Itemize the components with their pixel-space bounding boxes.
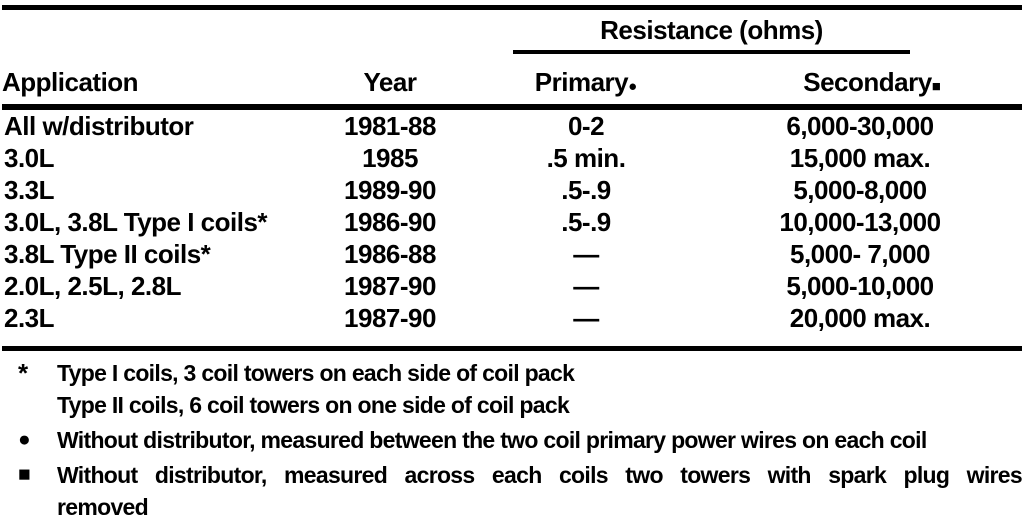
secondary-cell: 15,000 max.	[789, 143, 931, 173]
table-row: 3.0L 1985 .5 min. 15,000 max.	[2, 142, 1022, 174]
column-header-row: Application Year Primary● Secondary■	[2, 54, 1022, 110]
application-header-label: Application	[2, 67, 139, 97]
secondary-cell: 10,000-13,000	[779, 207, 941, 237]
group-header-spacer	[2, 8, 450, 55]
year-header-label: Year	[363, 67, 417, 97]
table-row: 3.8L Type II coils* 1986-88 — 5,000- 7,0…	[2, 238, 1022, 270]
application-cell: 2.3L	[2, 302, 330, 351]
secondary-cell: 20,000 max.	[722, 302, 1022, 351]
col-header-secondary: Secondary■	[722, 54, 1022, 110]
secondary-header-label: Secondary	[803, 67, 932, 97]
primary-cell: —	[573, 239, 599, 269]
resistance-spec-table: Resistance (ohms) Application Year Prima…	[2, 5, 1022, 351]
primary-cell: .5-.9	[561, 175, 611, 205]
year-cell: 1987-90	[330, 302, 450, 351]
footnote-coil-types: * Type I coils, 3 coil towers on each si…	[0, 357, 1024, 421]
square-bullet-icon: ■	[18, 463, 31, 486]
application-cell: 3.0L	[4, 143, 55, 173]
footnote-primary-measurement: ● Without distributor, measured between …	[0, 424, 1024, 456]
footnote-line: removed	[57, 494, 149, 518]
application-cell: 2.0L, 2.5L, 2.8L	[4, 271, 181, 301]
primary-cell: .5-.9	[561, 207, 611, 237]
secondary-cell: 5,000-10,000	[786, 271, 934, 301]
footnote-line: Type I coils, 3 coil towers on each side…	[57, 360, 575, 386]
footnote-line: Without distributor, measured across eac…	[57, 462, 1023, 488]
year-cell: 1986-90	[344, 207, 436, 237]
table-row: 2.0L, 2.5L, 2.8L 1987-90 — 5,000-10,000	[2, 270, 1022, 302]
year-cell: 1985	[362, 143, 418, 173]
footnote-secondary-measurement: ■ Without distributor, measured across e…	[0, 459, 1024, 518]
year-cell: 1986-88	[344, 239, 436, 269]
primary-cell: —	[573, 271, 599, 301]
application-cell: All w/distributor	[4, 111, 194, 141]
primary-cell: —	[450, 302, 722, 351]
primary-cell: .5 min.	[546, 143, 626, 173]
application-cell: 3.3L	[4, 175, 55, 205]
primary-circle-marker-icon: ●	[628, 78, 638, 95]
primary-cell: 0-2	[567, 111, 605, 141]
secondary-cell: 5,000- 7,000	[789, 239, 931, 269]
table-row: 2.3L 1987-90 — 20,000 max.	[2, 302, 1022, 351]
year-cell: 1987-90	[344, 271, 436, 301]
resistance-group-header: Resistance (ohms)	[450, 8, 1022, 54]
col-header-primary: Primary●	[450, 54, 722, 110]
secondary-cell: 6,000-30,000	[786, 111, 934, 141]
year-cell: 1981-88	[344, 111, 436, 141]
asterisk-marker-icon: *	[18, 358, 29, 388]
secondary-square-marker-icon: ■	[931, 78, 941, 95]
year-cell: 1989-90	[344, 175, 436, 205]
circle-bullet-icon: ●	[18, 428, 31, 451]
table-row: All w/distributor 1981-88 0-2 6,000-30,0…	[2, 107, 1022, 142]
secondary-cell: 5,000-8,000	[793, 175, 927, 205]
application-cell: 3.8L Type II coils*	[4, 239, 211, 269]
col-header-year: Year	[330, 54, 450, 110]
group-header-row: Resistance (ohms)	[2, 8, 1022, 55]
footnote-line: Type II coils, 6 coil towers on one side…	[57, 392, 570, 418]
primary-header-label: Primary	[534, 67, 629, 97]
application-cell: 3.0L, 3.8L Type I coils*	[4, 207, 268, 237]
col-header-application: Application	[2, 54, 330, 110]
footnotes: * Type I coils, 3 coil towers on each si…	[0, 357, 1024, 518]
table-row: 3.3L 1989-90 .5-.9 5,000-8,000	[2, 174, 1022, 206]
footnote-line: Without distributor, measured between th…	[57, 427, 927, 453]
table-row: 3.0L, 3.8L Type I coils* 1986-90 .5-.9 1…	[2, 206, 1022, 238]
resistance-group-label: Resistance (ohms)	[600, 15, 823, 45]
